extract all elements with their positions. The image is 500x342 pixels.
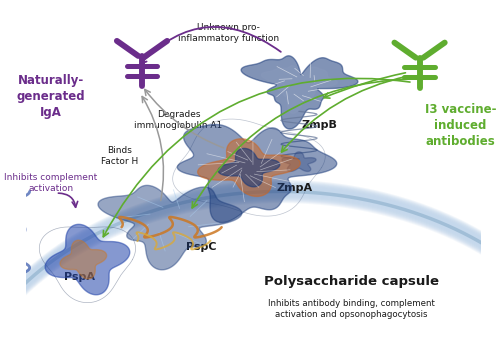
Text: Binds
Factor H: Binds Factor H: [100, 146, 138, 166]
Polygon shape: [98, 185, 242, 270]
Text: ZmpB: ZmpB: [302, 120, 338, 130]
Polygon shape: [282, 152, 316, 171]
Text: PspA: PspA: [64, 272, 95, 282]
Polygon shape: [178, 124, 336, 223]
Polygon shape: [60, 240, 106, 279]
Text: I3 vaccine-
induced
antibodies: I3 vaccine- induced antibodies: [425, 103, 496, 147]
Text: Naturally-
generated
IgA: Naturally- generated IgA: [16, 74, 86, 119]
Text: PspC: PspC: [186, 241, 216, 252]
Polygon shape: [241, 56, 358, 129]
Polygon shape: [262, 66, 338, 113]
Text: ZmpA: ZmpA: [276, 183, 312, 193]
Text: Polysaccharide capsule: Polysaccharide capsule: [264, 275, 439, 288]
Text: Degrades
immunoglobulin A1: Degrades immunoglobulin A1: [134, 110, 222, 130]
Polygon shape: [198, 139, 300, 196]
Text: Unknown pro-
inflammatory function: Unknown pro- inflammatory function: [178, 23, 279, 43]
Text: Inhibits complement
activation: Inhibits complement activation: [4, 173, 98, 193]
Text: Inhibits antibody binding, complement
activation and opsonophagocytosis: Inhibits antibody binding, complement ac…: [268, 299, 435, 319]
Polygon shape: [218, 148, 280, 187]
Polygon shape: [45, 224, 130, 295]
